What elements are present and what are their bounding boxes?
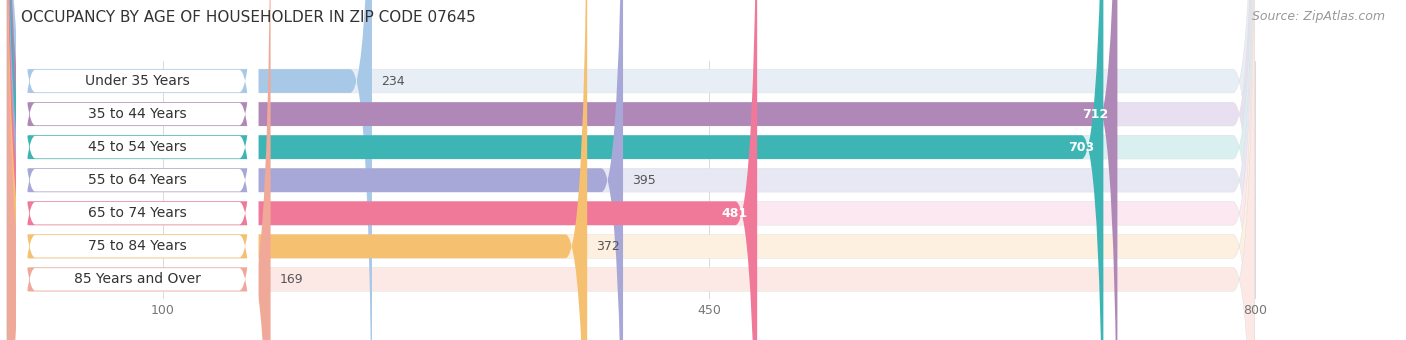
FancyBboxPatch shape xyxy=(17,0,259,340)
Text: Under 35 Years: Under 35 Years xyxy=(84,74,190,88)
FancyBboxPatch shape xyxy=(7,0,1254,340)
FancyBboxPatch shape xyxy=(17,0,259,340)
Text: 75 to 84 Years: 75 to 84 Years xyxy=(89,239,187,253)
Text: 45 to 54 Years: 45 to 54 Years xyxy=(89,140,187,154)
FancyBboxPatch shape xyxy=(17,0,259,340)
FancyBboxPatch shape xyxy=(7,0,1104,340)
Text: 169: 169 xyxy=(280,273,304,286)
FancyBboxPatch shape xyxy=(17,0,259,340)
Text: 703: 703 xyxy=(1069,141,1094,154)
FancyBboxPatch shape xyxy=(7,0,1254,340)
FancyBboxPatch shape xyxy=(7,0,1254,340)
Text: OCCUPANCY BY AGE OF HOUSEHOLDER IN ZIP CODE 07645: OCCUPANCY BY AGE OF HOUSEHOLDER IN ZIP C… xyxy=(21,10,475,25)
FancyBboxPatch shape xyxy=(7,0,588,340)
FancyBboxPatch shape xyxy=(7,0,270,340)
Text: 234: 234 xyxy=(381,74,405,87)
Text: 395: 395 xyxy=(633,174,657,187)
FancyBboxPatch shape xyxy=(7,0,758,340)
FancyBboxPatch shape xyxy=(7,0,1254,340)
FancyBboxPatch shape xyxy=(7,0,1254,340)
Text: 55 to 64 Years: 55 to 64 Years xyxy=(89,173,187,187)
FancyBboxPatch shape xyxy=(7,0,373,340)
FancyBboxPatch shape xyxy=(7,0,623,340)
FancyBboxPatch shape xyxy=(17,0,259,340)
Text: 372: 372 xyxy=(596,240,620,253)
FancyBboxPatch shape xyxy=(7,0,1254,340)
FancyBboxPatch shape xyxy=(17,0,259,340)
FancyBboxPatch shape xyxy=(7,0,1118,340)
FancyBboxPatch shape xyxy=(7,0,1254,340)
Text: 35 to 44 Years: 35 to 44 Years xyxy=(89,107,187,121)
Text: 712: 712 xyxy=(1081,107,1108,121)
Text: 85 Years and Over: 85 Years and Over xyxy=(73,272,201,286)
Text: Source: ZipAtlas.com: Source: ZipAtlas.com xyxy=(1251,10,1385,23)
Text: 65 to 74 Years: 65 to 74 Years xyxy=(89,206,187,220)
Text: 481: 481 xyxy=(721,207,748,220)
FancyBboxPatch shape xyxy=(17,0,259,340)
